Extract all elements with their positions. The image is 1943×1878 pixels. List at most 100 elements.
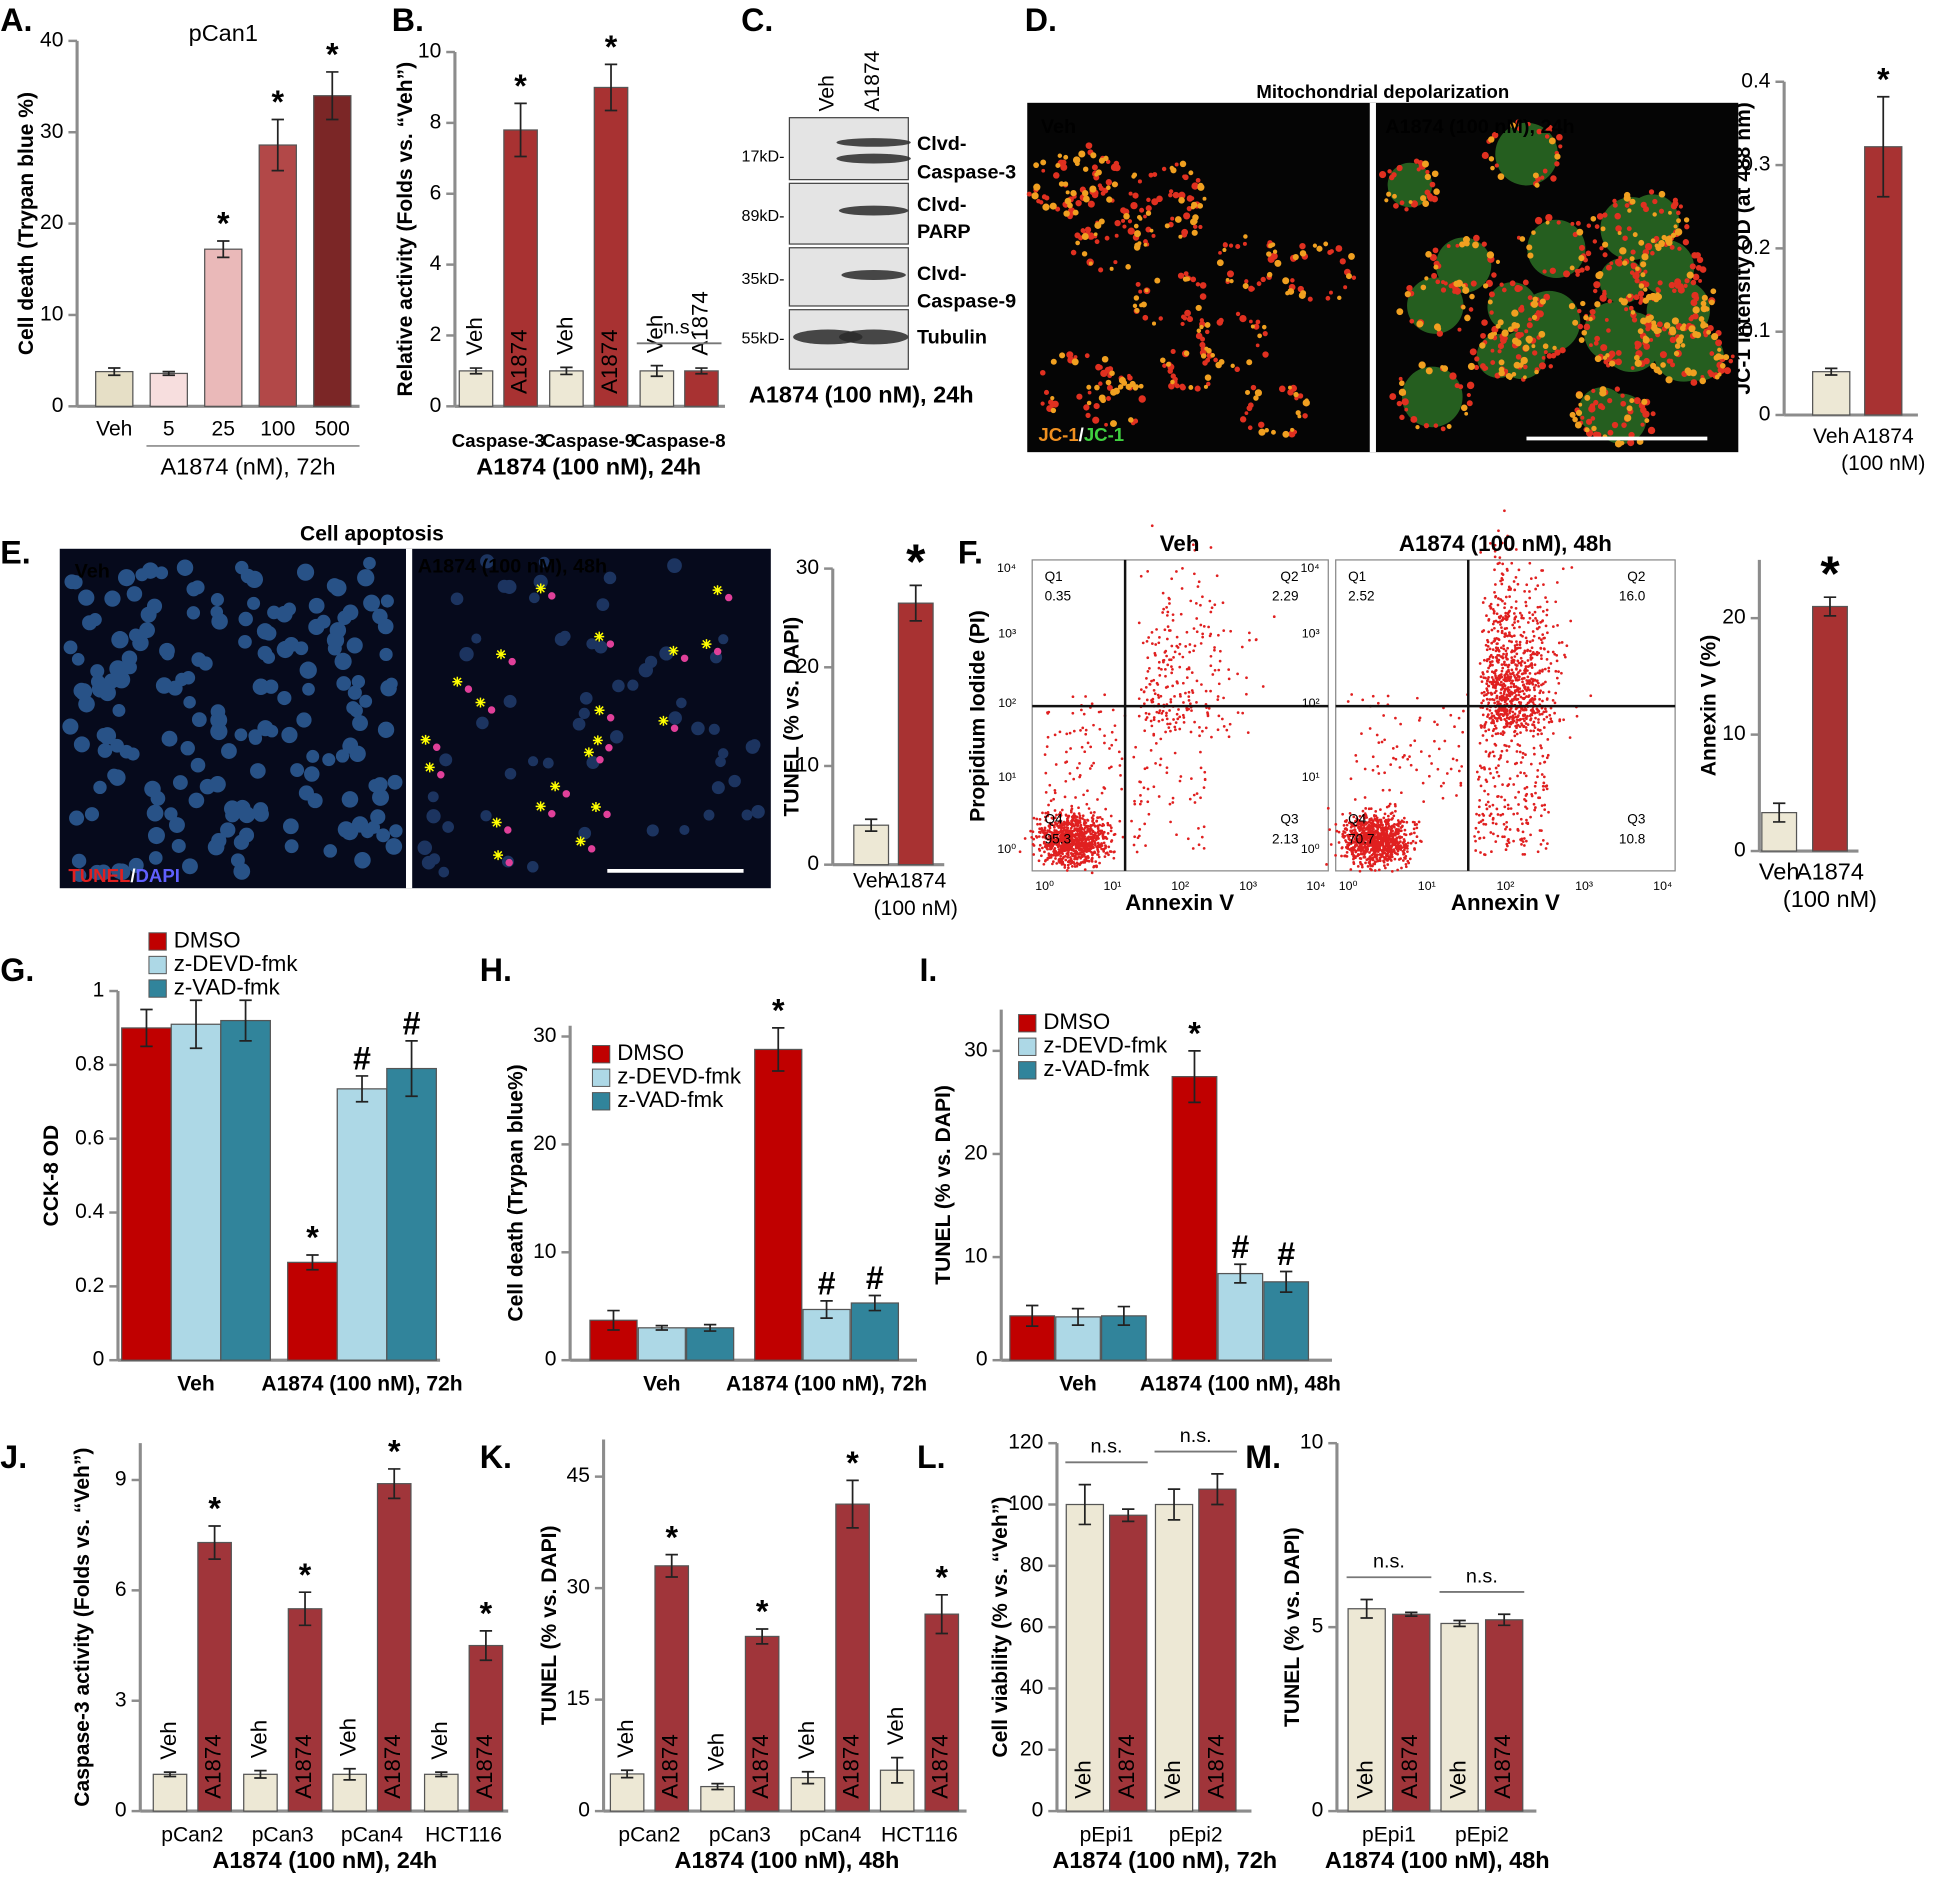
significance-mark: * (756, 1594, 769, 1630)
y-tick-label: 10² (1302, 696, 1320, 710)
x-tick-label: 10⁰ (1339, 879, 1358, 893)
y-tick-label: 10 (418, 40, 441, 63)
y-tick-label: 30 (40, 120, 63, 143)
significance-mark: * (605, 29, 618, 65)
image-label: Veh (75, 561, 110, 583)
quadrant-name: Q3 (1627, 812, 1645, 827)
error-bar (560, 366, 573, 376)
bar (1812, 371, 1851, 416)
bar-label: Veh (1353, 1760, 1378, 1798)
error-bar (306, 1254, 319, 1271)
bar-label: A1874 (1203, 1734, 1228, 1798)
bar (149, 372, 188, 407)
error-bar (1026, 1304, 1039, 1328)
x-axis-label: Annexin V (1451, 890, 1560, 915)
band-label: Caspase-3 (917, 162, 1016, 184)
quadrant-name: Q4 (1348, 812, 1367, 827)
group-mark: n.s. (663, 317, 695, 339)
x-tick-label: Veh (177, 1373, 214, 1396)
y-tick-label: 10 (796, 754, 819, 777)
significance-mark: * (936, 1559, 949, 1595)
bar (1109, 1514, 1148, 1812)
panel-label: D. (1025, 2, 1057, 38)
band-label: Clvd- (917, 263, 967, 285)
bar-label: A1874 (291, 1734, 316, 1798)
band-label: Clvd- (917, 133, 967, 155)
error-bar (326, 71, 339, 121)
significance-mark: * (514, 68, 527, 104)
blot-caption: A1874 (100 nM), 24h (749, 382, 974, 408)
x-tick-label: 10¹ (1103, 879, 1121, 893)
error-bar (772, 1027, 785, 1072)
bar-label: Veh (1071, 1760, 1096, 1798)
x-tick-label: pCan4 (341, 1823, 403, 1846)
bar (850, 1302, 900, 1361)
image-label: A1874 (100 nM), 24h (1385, 116, 1574, 138)
significance-mark: * (665, 1519, 678, 1555)
error-bar (703, 1323, 717, 1332)
error-bar (1117, 1305, 1131, 1326)
error-bar (514, 102, 527, 158)
x-tick-label: 10⁰ (1035, 879, 1054, 893)
y-tick-label: 120 (1008, 1431, 1043, 1454)
y-tick-label: 20 (1722, 606, 1745, 629)
quadrant-value: 0.35 (1045, 589, 1072, 604)
quadrant-value: 95.3 (1045, 831, 1072, 846)
plot-title: Veh (1160, 531, 1200, 556)
group-mark: n.s. (1373, 1551, 1405, 1573)
panel-label: E. (0, 534, 30, 570)
y-tick-label: 3 (115, 1688, 127, 1711)
blot-band (838, 205, 909, 216)
x-tick-label: (100 nM) (1841, 452, 1925, 475)
flow-events (1018, 524, 1276, 875)
x-tick-label: 10⁴ (1653, 879, 1672, 893)
y-tick-label: 9 (115, 1468, 127, 1491)
x-tick-label: pEpi1 (1080, 1823, 1134, 1846)
y-tick-label: 10 (40, 303, 63, 326)
error-bar (1234, 1263, 1247, 1284)
error-bar (607, 1309, 620, 1331)
quadrant-value: 2.29 (1272, 589, 1299, 604)
stain-part: DAPI (136, 865, 180, 886)
significance-mark: * (306, 1220, 319, 1256)
y-axis-label: Cell death (Trypan blue%) (504, 1064, 527, 1321)
significance-mark: * (272, 84, 285, 120)
y-tick-label: 80 (1020, 1553, 1043, 1576)
legend-swatch (1018, 1061, 1037, 1080)
error-bar (665, 1553, 678, 1578)
significance-mark: * (906, 534, 926, 590)
y-axis-label: TUNEL (% vs. DAPI) (538, 1525, 561, 1725)
bar-label: Veh (246, 1720, 271, 1758)
y-tick-label: 0.6 (75, 1126, 104, 1149)
bar (386, 1067, 437, 1361)
bar-label: A1874 (597, 329, 622, 393)
error-bar (846, 1479, 859, 1529)
significance-mark: # (403, 1005, 421, 1041)
bar (287, 1261, 338, 1361)
group-mark: n.s. (1180, 1425, 1212, 1447)
y-tick-label: 40 (40, 28, 63, 51)
error-bar (1360, 1598, 1373, 1619)
x-tick-label: 500 (315, 417, 350, 440)
y-tick-label: 10² (998, 696, 1016, 710)
x-tick-label: 100 (260, 417, 295, 440)
stain-part: / (130, 865, 135, 886)
blot-band (838, 329, 909, 345)
bar (204, 248, 243, 407)
error-bar (1279, 1270, 1293, 1293)
bar (654, 1565, 690, 1812)
x-tick-label: Caspase-3 (452, 430, 545, 451)
error-bar (650, 364, 664, 378)
y-tick-label: 30 (533, 1024, 556, 1047)
error-bar (909, 584, 922, 622)
x-tick-label: pCan4 (799, 1823, 861, 1846)
quadrant-name: Q2 (1627, 569, 1645, 584)
y-tick-label: 6 (430, 181, 442, 204)
bar-label: A1874 (1397, 1734, 1422, 1798)
nuclei (62, 556, 403, 882)
bar (121, 1027, 172, 1361)
bar (197, 1541, 232, 1812)
significance-mark: * (1188, 1015, 1201, 1051)
